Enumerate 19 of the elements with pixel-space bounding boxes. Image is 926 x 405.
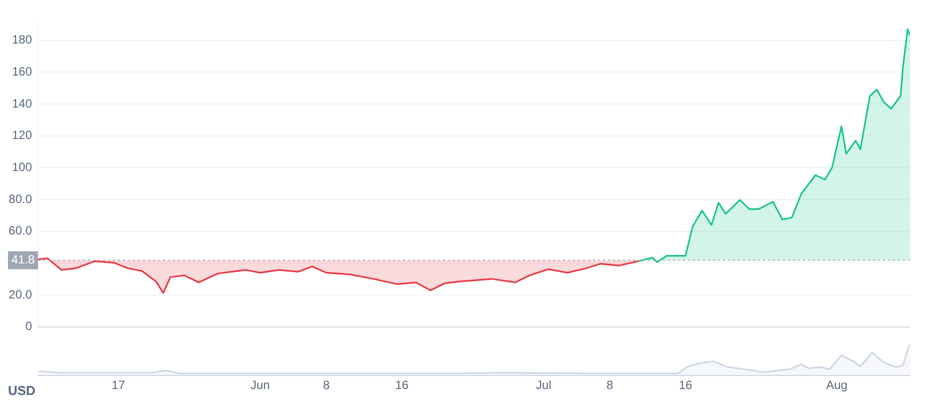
x-tick-label: 8	[322, 378, 330, 392]
x-tick-label: 16	[395, 378, 409, 392]
y-axis-title: USD	[8, 383, 36, 398]
y-tick-label: 160	[12, 64, 32, 78]
x-tick-label: 17	[112, 378, 126, 392]
ref-line-label: 41.8	[11, 252, 35, 267]
y-tick-label: 140	[12, 96, 32, 110]
x-tick-label: 8	[606, 378, 614, 392]
x-tick-label: Jun	[250, 378, 270, 392]
x-tick-label: Jul	[536, 378, 552, 392]
y-tick-label: 80.0	[8, 192, 32, 206]
y-tick-label: 20.0	[8, 287, 32, 302]
y-tick-label: 180	[12, 32, 32, 47]
x-tick-label: 16	[678, 378, 692, 392]
y-tick-label: 0	[25, 319, 32, 334]
y-tick-label: 60.0	[8, 224, 32, 238]
y-tick-label: 100	[12, 160, 32, 174]
x-tick-label: Aug	[826, 378, 848, 392]
y-tick-label: 120	[12, 128, 32, 142]
